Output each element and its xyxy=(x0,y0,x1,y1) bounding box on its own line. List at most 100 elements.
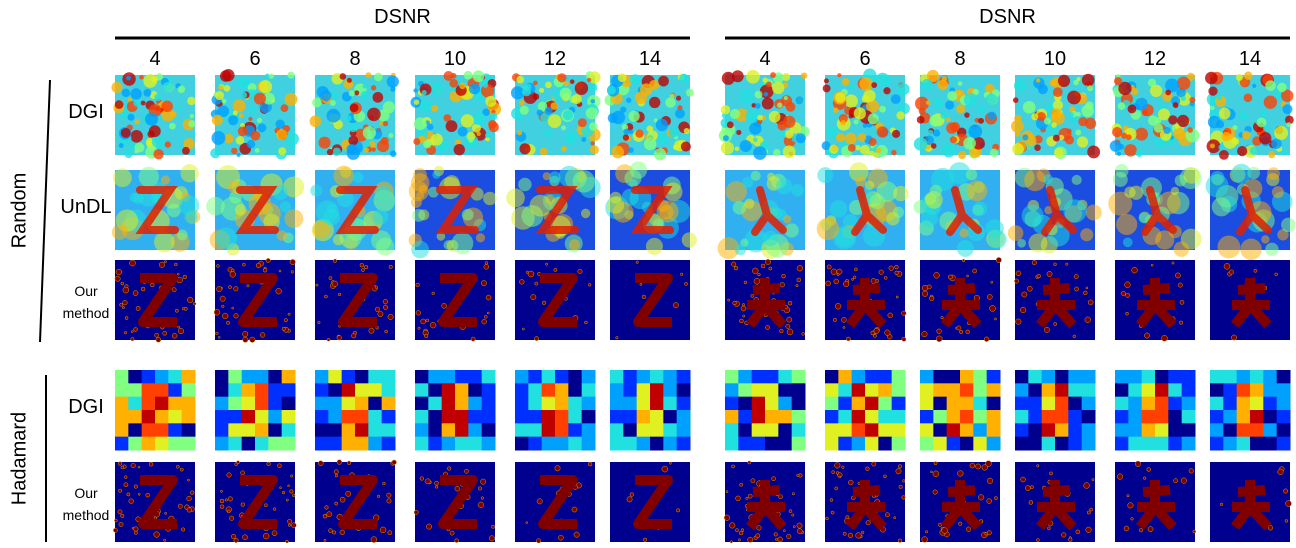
noise-dot xyxy=(481,280,486,285)
block xyxy=(892,410,906,424)
speckle xyxy=(1049,79,1056,86)
row-label: DGI xyxy=(56,100,116,124)
noise-dot xyxy=(360,263,364,267)
speckle xyxy=(968,125,982,139)
block xyxy=(1182,410,1196,424)
noise-dot xyxy=(1054,322,1057,325)
speckle xyxy=(917,116,925,124)
noise-dot xyxy=(957,471,963,477)
speckle xyxy=(1031,113,1038,120)
noise-dot xyxy=(241,503,245,507)
blob xyxy=(1043,174,1053,184)
speckle xyxy=(986,94,997,105)
noise-dot xyxy=(232,307,234,309)
speckle xyxy=(1023,101,1036,114)
noise-dot xyxy=(291,271,294,274)
noise-dot xyxy=(1172,262,1174,264)
group-rule xyxy=(40,80,50,342)
block xyxy=(778,437,792,451)
noise-dot xyxy=(1254,269,1257,272)
block xyxy=(455,410,469,424)
image-tile xyxy=(112,164,200,252)
speckle xyxy=(829,145,838,154)
speckle xyxy=(879,106,886,113)
block xyxy=(268,383,282,397)
speckle xyxy=(611,146,624,159)
speckle xyxy=(644,138,657,151)
noise-dot xyxy=(227,510,230,513)
noise-dot xyxy=(834,279,839,284)
image-tile xyxy=(1014,260,1095,340)
noise-dot xyxy=(450,531,454,535)
block xyxy=(568,423,582,437)
speckle xyxy=(115,100,124,109)
noise-dot xyxy=(1220,503,1223,506)
speckle xyxy=(845,94,858,107)
noise-dot xyxy=(542,301,546,305)
image-tile xyxy=(1206,164,1296,260)
noise-dot xyxy=(1086,287,1088,289)
speckle xyxy=(1077,77,1081,81)
noise-dot xyxy=(572,507,577,512)
speckle xyxy=(612,111,625,124)
block xyxy=(455,423,469,437)
speckle xyxy=(784,96,788,100)
blob xyxy=(830,200,847,217)
speckle xyxy=(963,137,976,150)
noise-dot xyxy=(966,330,970,334)
speckle xyxy=(1158,108,1170,120)
speckle xyxy=(1044,118,1051,125)
noise-dot xyxy=(121,466,124,469)
noise-dot xyxy=(959,522,963,526)
speckle xyxy=(222,99,227,104)
speckle xyxy=(153,149,163,159)
block xyxy=(1263,437,1277,451)
speckle xyxy=(188,120,195,127)
blob xyxy=(967,180,988,201)
speckle xyxy=(1058,75,1070,87)
noise-dot xyxy=(286,499,288,501)
noise-dot xyxy=(387,499,391,503)
block xyxy=(115,423,129,437)
block xyxy=(838,383,852,397)
noise-dot xyxy=(263,533,269,539)
block xyxy=(182,437,196,451)
noise-dot xyxy=(734,266,738,270)
block xyxy=(765,397,779,411)
speckle xyxy=(1271,138,1282,149)
block xyxy=(368,437,382,451)
speckle xyxy=(721,105,730,114)
noise-dot xyxy=(831,269,837,275)
noise-dot xyxy=(1073,335,1076,338)
block xyxy=(637,397,651,411)
block xyxy=(1223,437,1237,451)
noise-dot xyxy=(124,331,127,334)
block xyxy=(242,423,256,437)
block xyxy=(650,423,664,437)
block xyxy=(555,383,569,397)
noise-dot xyxy=(292,494,295,497)
speckle xyxy=(745,110,758,123)
block xyxy=(1250,437,1264,451)
speckle xyxy=(464,71,473,80)
block xyxy=(792,423,806,437)
speckle xyxy=(330,100,336,106)
speckle xyxy=(877,126,888,137)
noise-dot xyxy=(127,493,130,496)
noise-dot xyxy=(323,514,327,518)
noise-dot xyxy=(1275,273,1278,276)
block xyxy=(268,397,282,411)
speckle xyxy=(561,146,567,152)
noise-dot xyxy=(792,514,794,516)
noise-dot xyxy=(842,466,845,469)
noise-dot xyxy=(487,312,489,314)
noise-dot xyxy=(178,328,183,333)
speckle xyxy=(1252,84,1256,88)
noise-dot xyxy=(879,270,884,275)
speckle xyxy=(247,140,255,148)
block xyxy=(255,423,269,437)
noise-dot xyxy=(418,327,420,329)
speckle xyxy=(134,119,139,124)
speckle xyxy=(289,143,295,149)
block xyxy=(315,410,329,424)
